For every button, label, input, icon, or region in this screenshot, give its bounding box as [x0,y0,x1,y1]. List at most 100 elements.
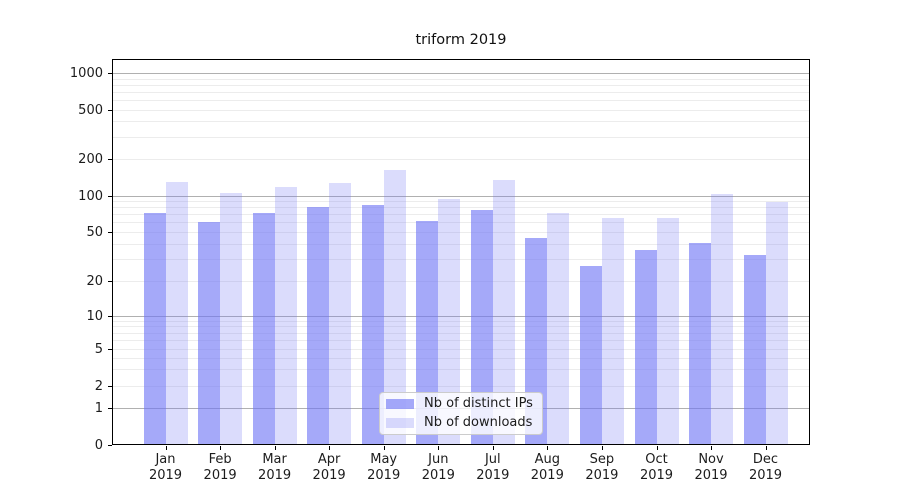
bar-distinct-ips [743,254,766,445]
x-tick [438,446,440,450]
y-tick-label: 20 [86,274,103,289]
x-tick-month: Nov [698,452,724,467]
y-tick-label: 1000 [69,66,103,81]
gridline-minor [113,358,809,359]
gridline-minor [113,369,809,370]
bar-downloads [220,193,243,445]
bar-distinct-ips [143,212,166,445]
gridline-minor [113,121,809,122]
y-tick-label: 0 [94,437,103,453]
y-tick [108,445,112,446]
bar-distinct-ips [361,205,384,445]
bar-downloads [165,181,188,445]
gridline-minor [113,110,809,111]
x-tick-month: Jul [484,452,501,467]
x-tick-year: 2019 [639,467,674,483]
x-tick-label: Feb 2019 [192,452,248,483]
y-tick-label: 10 [86,309,103,324]
x-tick-label: Jun 2019 [410,452,466,483]
legend: Nb of distinct IPs Nb of downloads [379,392,543,435]
y-tick-label: 50 [86,225,103,240]
x-tick-label: Sep 2019 [574,452,630,483]
bar-distinct-ips [198,222,221,445]
gridline-minor [113,333,809,334]
x-tick-year: 2019 [476,467,510,483]
x-tick [383,446,385,450]
x-tick-year: 2019 [148,467,183,483]
x-tick-month: Jun [428,452,449,467]
x-tick-year: 2019 [312,467,346,483]
bar-distinct-ips [579,265,602,445]
gridline-minor [113,159,809,160]
x-tick-month: Aug [534,452,560,467]
y-tick [108,316,112,317]
x-tick-label: Jul 2019 [465,452,521,483]
gridline-minor [113,92,809,93]
y-tick-label: 5 [94,341,103,357]
x-tick-month: Dec [752,452,779,467]
y-tick [108,110,112,111]
gridline-minor [113,214,809,215]
x-tick-month: Feb [208,452,232,467]
x-tick [220,446,222,450]
gridline-minor [113,349,809,350]
y-tick [108,159,112,160]
x-tick [274,446,276,450]
bar-downloads [601,217,624,445]
x-tick [765,446,767,450]
y-tick [108,232,112,233]
bar-distinct-ips [307,207,330,445]
x-tick-month: Oct [645,452,668,467]
legend-swatch-downloads [386,418,414,428]
gridline-minor [113,137,809,138]
bar-distinct-ips [634,250,657,445]
y-tick [108,408,112,409]
bar-downloads [656,217,679,445]
bar-downloads [383,169,406,445]
y-tick-label: 100 [78,188,103,204]
bar-distinct-ips [689,243,711,445]
legend-label: Nb of downloads [424,415,533,430]
legend-item: Nb of distinct IPs [386,396,536,412]
x-tick [165,446,167,450]
x-tick-year: 2019 [367,467,401,483]
gridline-major [113,316,809,317]
legend-label: Nb of distinct IPs [424,396,533,411]
x-tick-label: Jan 2019 [138,452,194,483]
bar-downloads [438,199,461,445]
x-tick-label: Nov 2019 [683,452,739,483]
x-tick-year: 2019 [694,467,728,483]
gridline-major [113,73,809,74]
x-tick-month: Mar [262,452,287,467]
gridline-minor [113,340,809,341]
x-tick-label: Dec 2019 [738,452,794,483]
y-tick-label: 2 [94,378,103,394]
x-tick [547,446,549,450]
gridline-major [113,196,809,197]
x-tick-year: 2019 [530,467,564,483]
y-tick [108,281,112,282]
x-tick [492,446,494,450]
y-tick [108,73,112,74]
x-tick-year: 2019 [421,467,455,483]
gridline-minor [113,201,809,202]
x-tick [656,446,658,450]
bar-distinct-ips [470,209,493,445]
y-tick [108,349,112,350]
y-tick [108,196,112,197]
gridline-minor [113,259,809,260]
gridline-minor [113,281,809,282]
x-tick-month: Jan [155,452,176,467]
chart-title: triform 2019 [415,32,507,48]
x-tick-label: Aug 2019 [519,452,575,483]
bar-downloads [274,186,297,445]
y-tick [108,386,112,387]
gridline-minor [113,85,809,86]
y-tick-label: 500 [78,102,103,118]
x-tick [601,446,603,450]
x-tick [711,446,712,450]
legend-swatch-distinct-ips [386,399,414,409]
x-tick-year: 2019 [258,467,292,483]
x-tick [329,446,331,450]
